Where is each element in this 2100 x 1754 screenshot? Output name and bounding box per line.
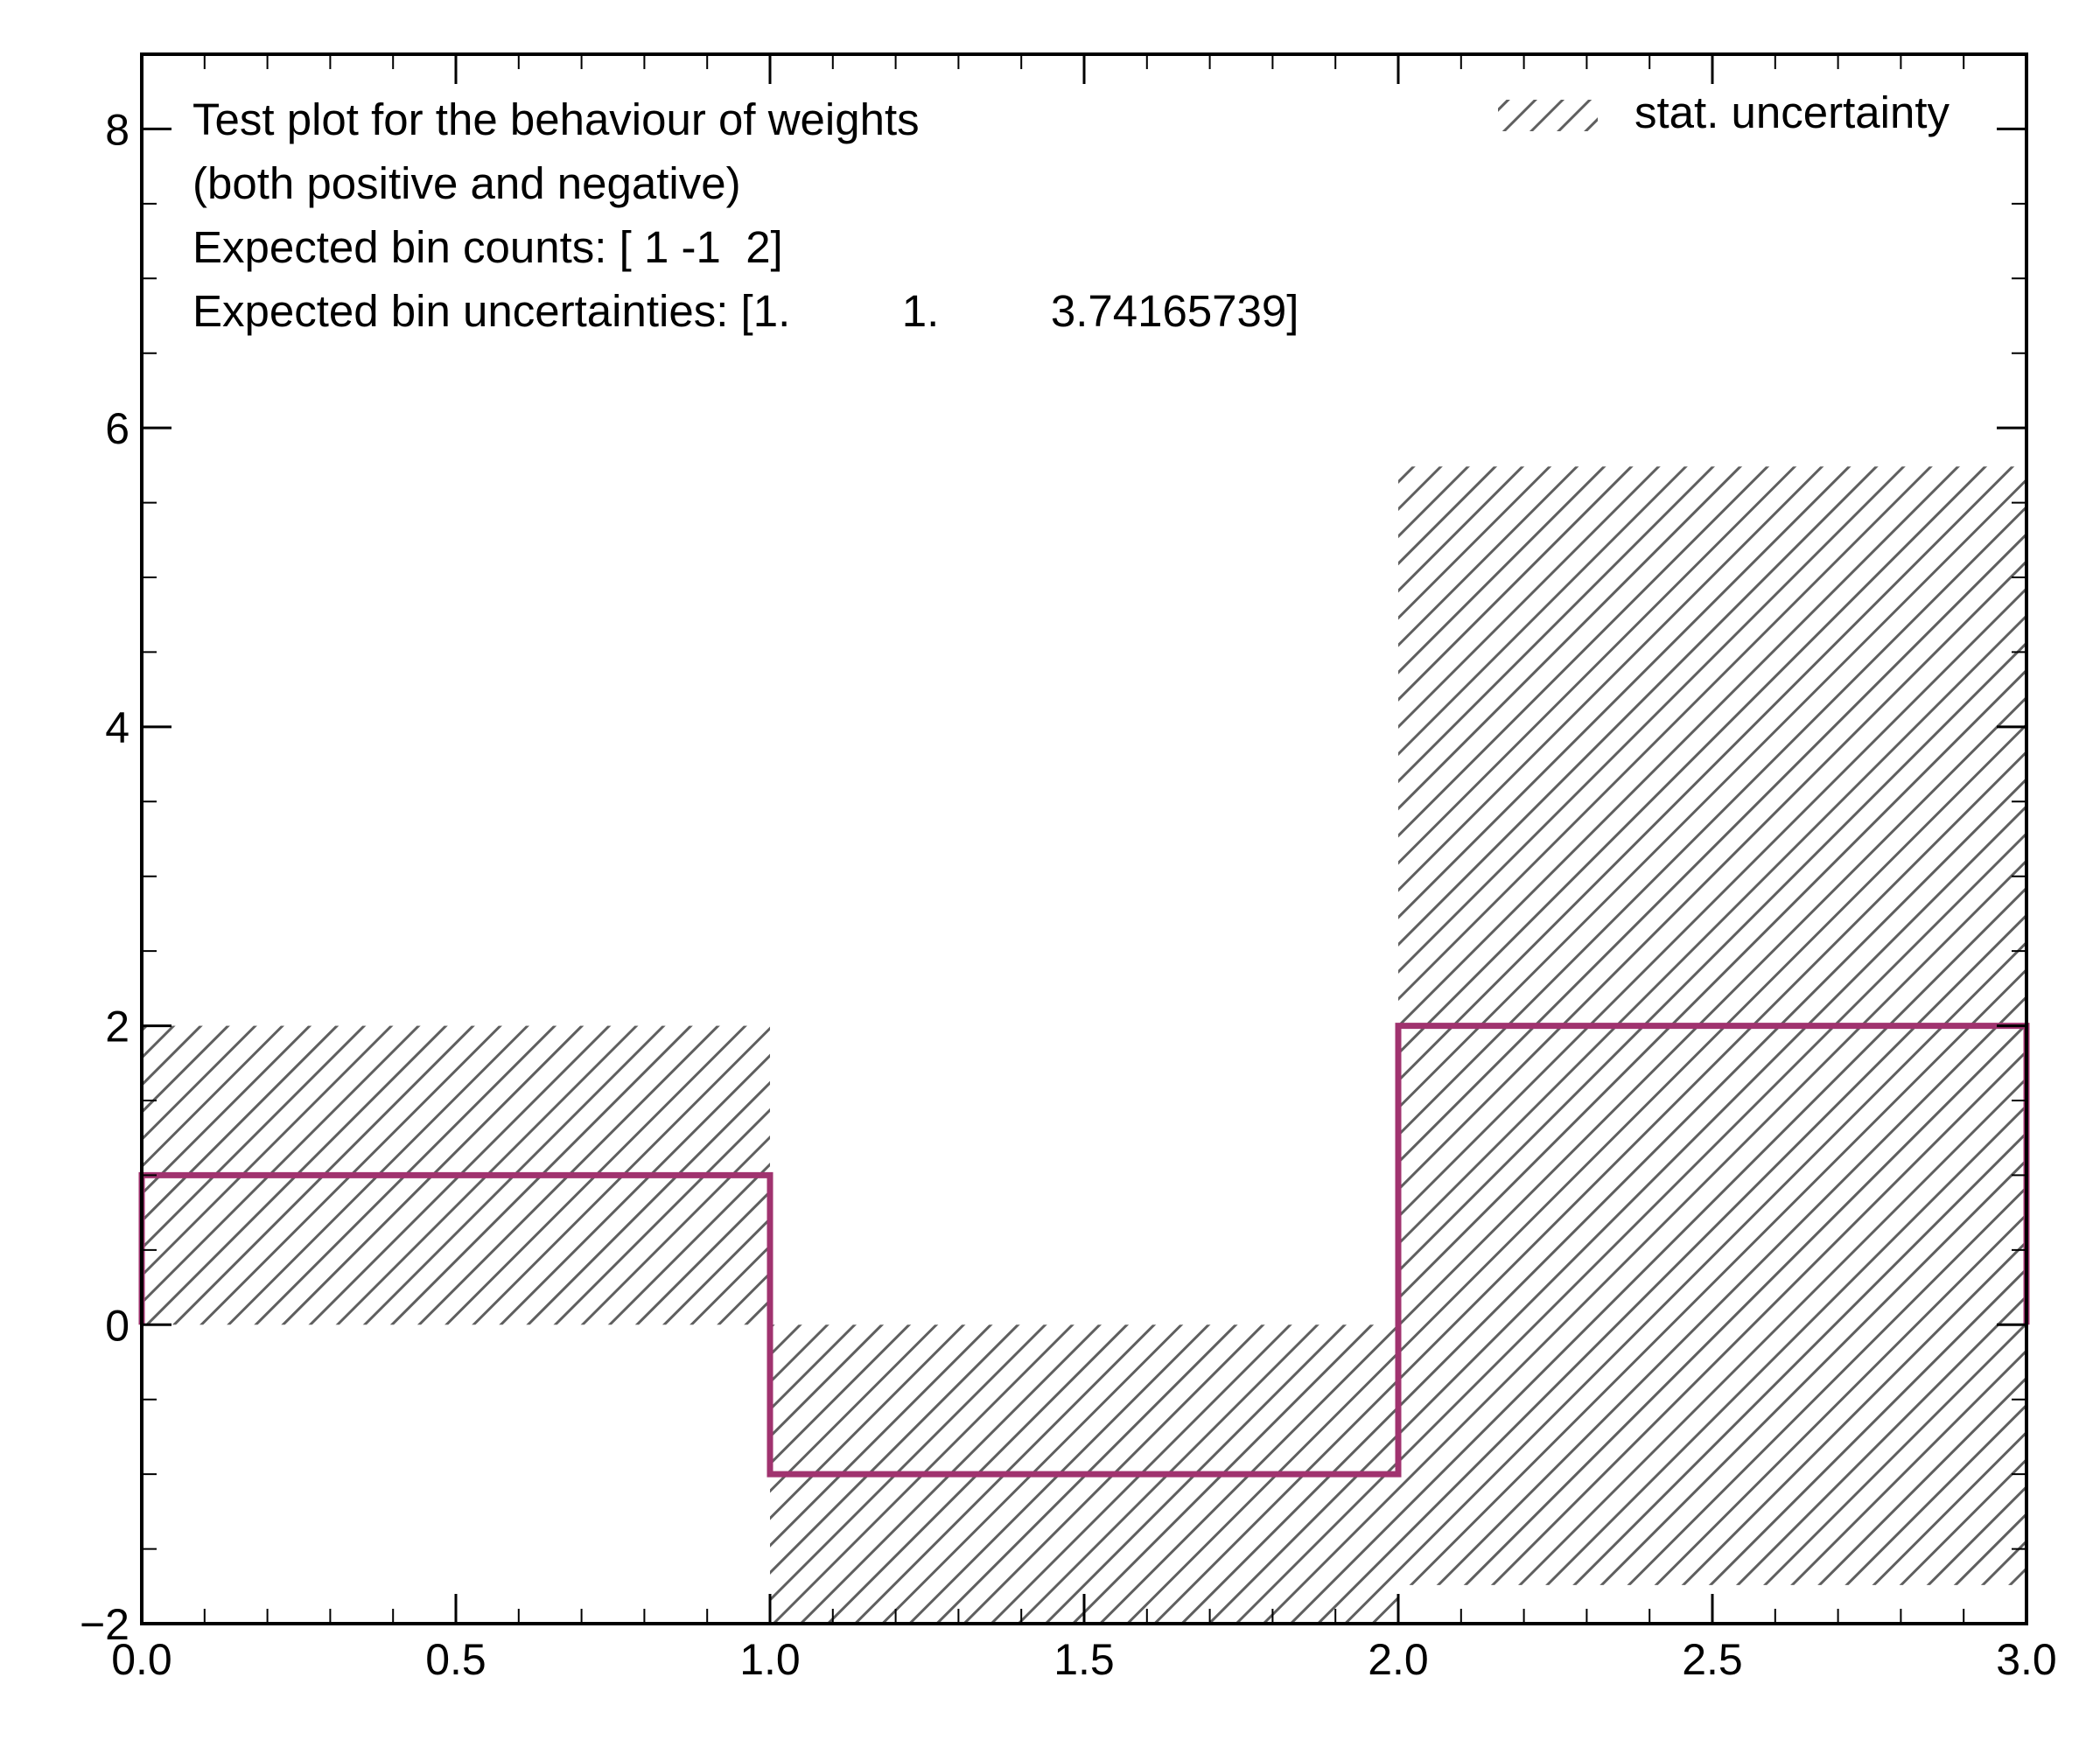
x-tick-label: 1.5 [1054, 1635, 1115, 1684]
uncertainty-bands [142, 466, 2026, 1624]
y-tick-label: 8 [105, 105, 130, 154]
axes: 0.0 0.5 1.0 1.5 2.0 2.5 3.0 −2 0 2 4 6 8 [80, 52, 2057, 1684]
legend: stat. uncertainty [1498, 87, 1950, 137]
x-tick-label: 3.0 [1996, 1635, 2057, 1684]
annotation-line-3: Expected bin counts: [ 1 -1 2] [192, 222, 783, 272]
legend-swatch-hatch [1498, 100, 1598, 131]
legend-label: stat. uncertainty [1634, 87, 1950, 137]
annotation-text: Test plot for the behaviour of weights (b… [192, 94, 1298, 336]
x-tick-label: 0.5 [425, 1635, 486, 1684]
y-tick-label: 0 [105, 1301, 130, 1350]
x-tick-label: 2.0 [1368, 1635, 1429, 1684]
histogram-step-line-layer [138, 1023, 2030, 1478]
annotation-line-4: Expected bin uncertainties: [1. 1. 3.741… [192, 286, 1298, 336]
annotation-line-2: (both positive and negative) [192, 158, 741, 208]
y-tick-label: −2 [80, 1600, 130, 1649]
y-tick-label: 4 [105, 703, 130, 752]
histogram-step-line [138, 1023, 2030, 1478]
annotation-line-1: Test plot for the behaviour of weights [192, 94, 920, 144]
x-tick-label: 2.5 [1682, 1635, 1743, 1684]
x-tick-label: 0.0 [111, 1635, 172, 1684]
y-tick-label: 2 [105, 1003, 130, 1052]
x-tick-label: 1.0 [739, 1635, 801, 1684]
y-tick-label: 6 [105, 404, 130, 453]
